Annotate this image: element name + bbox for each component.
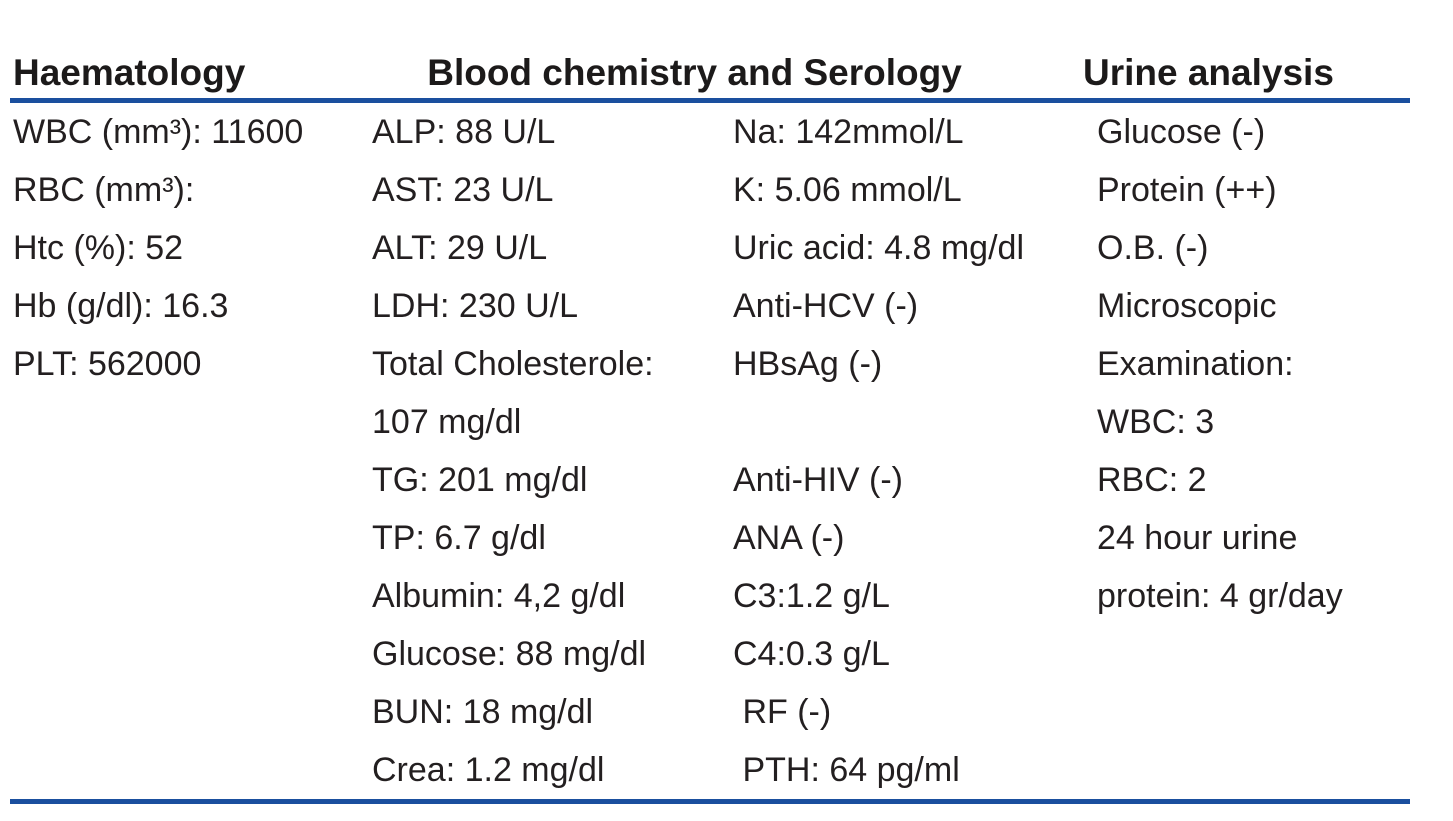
table-cell: Protein (++) (1097, 171, 1277, 209)
table-cell: TG: 201 mg/dl (372, 461, 588, 499)
table-cell: Microscopic (1097, 287, 1277, 325)
table-cell: Na: 142mmol/L (733, 113, 964, 151)
header-blood-chemistry-serology: Blood chemistry and Serology (427, 52, 962, 93)
table-row: BUN: 18 mg/dl RF (-) (10, 683, 1410, 741)
table-cell: ALT: 29 U/L (372, 229, 548, 267)
table-cell: Hb (g/dl): 16.3 (13, 287, 229, 325)
table-row: Albumin: 4,2 g/dl C3:1.2 g/L protein: 4 … (10, 567, 1410, 625)
table-cell: Anti-HIV (-) (733, 461, 903, 499)
table-cell (1097, 741, 1410, 799)
table-cell: Albumin: 4,2 g/dl (372, 577, 626, 615)
table-row: 107 mg/dl WBC: 3 (10, 393, 1410, 451)
table-cell (10, 625, 372, 683)
header-divider-rule (10, 98, 1410, 103)
table-cell: 107 mg/dl (372, 403, 522, 441)
table-cell: ANA (-) (733, 519, 845, 557)
table-cell: WBC (mm³): 11600 (13, 113, 304, 151)
table-cell: PLT: 562000 (13, 345, 202, 383)
table-cell: Uric acid: 4.8 mg/dl (733, 229, 1024, 267)
table-cell: RBC: 2 (1097, 461, 1207, 499)
table-cell: C3:1.2 g/L (733, 577, 890, 615)
table-cell: 24 hour urine (1097, 519, 1298, 557)
table-cell: BUN: 18 mg/dl (372, 693, 594, 731)
table-cell: Glucose: 88 mg/dl (372, 635, 647, 673)
table-cell (10, 393, 372, 451)
table-cell: Total Cholesterole: (372, 345, 654, 383)
table-row: Htc (%): 52 ALT: 29 U/L Uric acid: 4.8 m… (10, 219, 1410, 277)
table-cell: TP: 6.7 g/dl (372, 519, 546, 557)
table-cell: protein: 4 gr/day (1097, 577, 1343, 615)
table-row: TP: 6.7 g/dl ANA (-) 24 hour urine (10, 509, 1410, 567)
table-cell (10, 509, 372, 567)
table-cell (10, 451, 372, 509)
table-row: PLT: 562000 Total Cholesterole: HBsAg (-… (10, 335, 1410, 393)
table-cell: K: 5.06 mmol/L (733, 171, 962, 209)
table-cell: WBC: 3 (1097, 403, 1215, 441)
header-haematology: Haematology (13, 52, 246, 93)
table-row: Glucose: 88 mg/dl C4:0.3 g/L (10, 625, 1410, 683)
table-row: Crea: 1.2 mg/dl PTH: 64 pg/ml (10, 741, 1410, 799)
table-row: WBC (mm³): 11600 ALP: 88 U/L Na: 142mmol… (10, 103, 1410, 161)
table-cell: ALP: 88 U/L (372, 113, 556, 151)
table-cell: AST: 23 U/L (372, 171, 554, 209)
table-bottom-rule (10, 799, 1410, 804)
table-cell (10, 741, 372, 799)
lab-results-table: Haematology Blood chemistry and Serology… (10, 0, 1410, 804)
table-row: TG: 201 mg/dl Anti-HIV (-) RBC: 2 (10, 451, 1410, 509)
table-cell: Examination: (1097, 345, 1294, 383)
table-cell: RF (-) (733, 693, 832, 731)
table-cell: HBsAg (-) (733, 345, 883, 383)
table-cell: Htc (%): 52 (13, 229, 184, 267)
table-cell (1097, 625, 1410, 683)
table-row: RBC (mm³): AST: 23 U/L K: 5.06 mmol/L Pr… (10, 161, 1410, 219)
table-cell: Crea: 1.2 mg/dl (372, 751, 605, 789)
table-header-row: Haematology Blood chemistry and Serology… (10, 0, 1410, 98)
table-cell: PTH: 64 pg/ml (733, 751, 960, 789)
table-cell: Glucose (-) (1097, 113, 1266, 151)
table-cell: LDH: 230 U/L (372, 287, 578, 325)
header-urine-analysis: Urine analysis (1083, 52, 1334, 93)
table-row: Hb (g/dl): 16.3 LDH: 230 U/L Anti-HCV (-… (10, 277, 1410, 335)
table-cell (733, 393, 1097, 451)
table-cell (10, 567, 372, 625)
table-cell: Anti-HCV (-) (733, 287, 919, 325)
table-cell (10, 683, 372, 741)
table-cell (1097, 683, 1410, 741)
table-cell: RBC (mm³): (13, 171, 195, 209)
table-cell: O.B. (-) (1097, 229, 1209, 267)
table-cell: C4:0.3 g/L (733, 635, 890, 673)
